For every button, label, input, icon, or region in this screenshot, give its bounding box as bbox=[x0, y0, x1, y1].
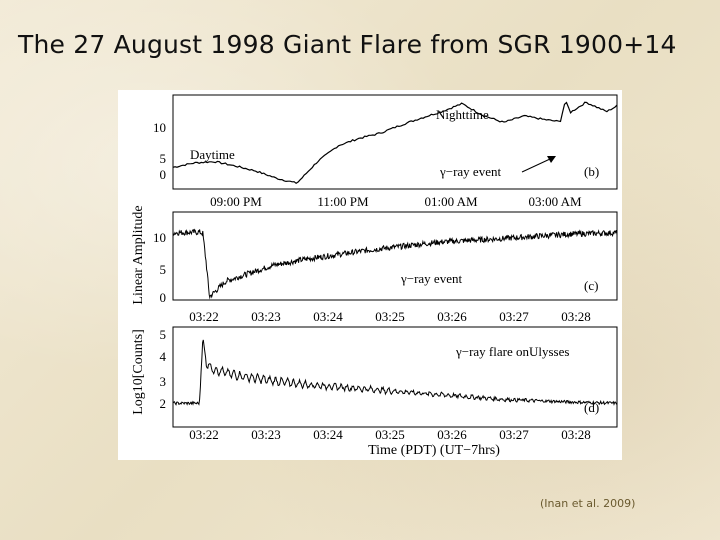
panel-c-xtick-1: 03:23 bbox=[251, 309, 281, 324]
gamma-event-arrow-line bbox=[521, 158, 551, 173]
panel-d-ytick-3: 5 bbox=[160, 327, 167, 342]
panel-d-xtick-2: 03:24 bbox=[313, 427, 343, 442]
panel-d-xtick-3: 03:25 bbox=[375, 427, 405, 442]
panel-c-ytick-2: 10 bbox=[153, 230, 166, 245]
y-axis-label-log: Log10[Counts] bbox=[131, 329, 146, 415]
citation: (Inan et al. 2009) bbox=[540, 497, 636, 510]
panel-b-xtick-3: 03:00 AM bbox=[528, 194, 582, 209]
panel-d-ytick-2: 4 bbox=[160, 349, 167, 364]
panel-d-xtick-6: 03:28 bbox=[561, 427, 591, 442]
panel-c-xtick-3: 03:25 bbox=[375, 309, 405, 324]
panel-d-xtick-1: 03:23 bbox=[251, 427, 281, 442]
nighttime-label: Nighttime bbox=[436, 107, 489, 122]
panel-b-ytick-0: 0 bbox=[160, 167, 167, 182]
panel-b-xtick-1: 11:00 PM bbox=[317, 194, 369, 209]
light-curve-figure: 0 5 10 09:00 PM 11:00 PM 01:00 AM 03:00 … bbox=[131, 94, 618, 458]
panel-d-label: (d) bbox=[584, 400, 599, 415]
panel-b-frame bbox=[172, 94, 618, 190]
daytime-label: Daytime bbox=[190, 147, 235, 162]
panel-d-xtick-5: 03:27 bbox=[499, 427, 529, 442]
panel-c-xtick-6: 03:28 bbox=[561, 309, 591, 324]
panel-b-label: (b) bbox=[584, 164, 599, 179]
x-axis-label: Time (PDT) (UT−7hrs) bbox=[368, 443, 500, 458]
panel-d-curve bbox=[172, 339, 618, 406]
panel-c-frame bbox=[172, 211, 618, 301]
panel-c-ytick-1: 5 bbox=[160, 262, 167, 277]
panel-d-ytick-0: 2 bbox=[160, 396, 167, 411]
panel-b-gamma-label: γ−ray event bbox=[439, 164, 501, 179]
panel-b-ytick-1: 5 bbox=[160, 151, 167, 166]
slide-title: The 27 August 1998 Giant Flare from SGR … bbox=[18, 30, 677, 59]
panel-c-xtick-2: 03:24 bbox=[313, 309, 343, 324]
panel-c-gamma-label: γ−ray event bbox=[400, 271, 462, 286]
panel-b-ytick-2: 10 bbox=[153, 120, 166, 135]
panel-c-curve bbox=[172, 228, 618, 300]
panel-c-label: (c) bbox=[584, 278, 598, 293]
panel-d-xtick-4: 03:26 bbox=[437, 427, 467, 442]
panel-d-ytick-1: 3 bbox=[160, 374, 167, 389]
panel-b-xtick-2: 01:00 AM bbox=[424, 194, 478, 209]
panel-d-xtick-0: 03:22 bbox=[189, 427, 219, 442]
panel-b-xtick-0: 09:00 PM bbox=[210, 194, 262, 209]
panel-c-ytick-0: 0 bbox=[160, 290, 167, 305]
gamma-event-arrow-head bbox=[547, 156, 556, 163]
panel-b-curve bbox=[172, 101, 618, 185]
figure-panel: 0 5 10 09:00 PM 11:00 PM 01:00 AM 03:00 … bbox=[118, 90, 622, 460]
panel-c-xtick-5: 03:27 bbox=[499, 309, 529, 324]
panel-d-frame bbox=[172, 326, 618, 428]
panel-c-xtick-0: 03:22 bbox=[189, 309, 219, 324]
panel-d-gamma-label: γ−ray flare onUlysses bbox=[455, 344, 569, 359]
y-axis-label-linear: Linear Amplitude bbox=[131, 205, 146, 304]
panel-c-xtick-4: 03:26 bbox=[437, 309, 467, 324]
